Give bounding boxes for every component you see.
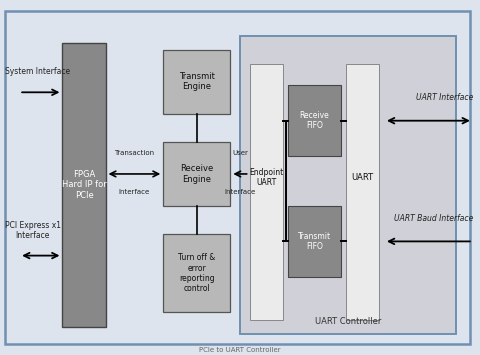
Text: UART Controller: UART Controller <box>315 317 381 326</box>
Text: UART: UART <box>351 173 373 182</box>
Bar <box>250 64 283 320</box>
Text: Receive
Engine: Receive Engine <box>180 164 214 184</box>
Text: PCIe to UART Controller: PCIe to UART Controller <box>199 347 281 353</box>
Text: Turn off &
error
reporting
control: Turn off & error reporting control <box>178 253 216 294</box>
Bar <box>288 206 341 277</box>
Text: UART Baud Interface: UART Baud Interface <box>395 214 474 223</box>
Bar <box>288 85 341 156</box>
Bar <box>346 64 379 320</box>
Text: User: User <box>232 150 248 155</box>
Text: Transmit
FIFO: Transmit FIFO <box>298 232 331 251</box>
Bar <box>163 142 230 206</box>
Text: Endpoint
UART: Endpoint UART <box>249 168 284 187</box>
Text: Transmit
Engine: Transmit Engine <box>179 72 215 91</box>
Bar <box>240 36 456 334</box>
Text: Interface: Interface <box>224 189 256 195</box>
Bar <box>163 234 230 312</box>
Text: UART Interface: UART Interface <box>416 93 474 102</box>
Bar <box>163 50 230 114</box>
Text: Transaction: Transaction <box>114 150 155 155</box>
Bar <box>62 43 106 327</box>
Text: Receive
FIFO: Receive FIFO <box>300 111 329 130</box>
Text: FPGA
Hard IP for
PCIe: FPGA Hard IP for PCIe <box>61 170 107 200</box>
Text: System Interface: System Interface <box>5 66 70 76</box>
Text: PCI Express x1
Interface: PCI Express x1 Interface <box>5 221 61 240</box>
Text: Interface: Interface <box>119 189 150 195</box>
